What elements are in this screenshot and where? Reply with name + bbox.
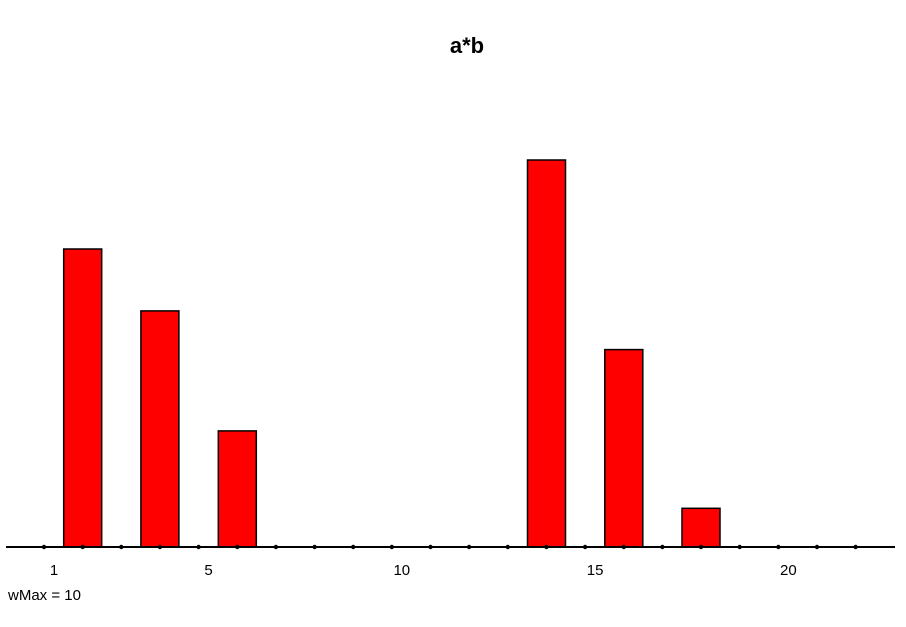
bar-14 [526, 159, 567, 548]
axis-tick-dot [351, 544, 356, 550]
axis-tick-dot [80, 544, 85, 550]
axis-tick-dot [582, 544, 588, 550]
axis-tick-dot [544, 544, 549, 550]
bar-18 [681, 507, 721, 548]
axis-tick-dot [41, 544, 47, 550]
axis-tick-dot [776, 544, 781, 550]
axis-tick-dot [466, 544, 472, 550]
axis-tick-dot [119, 544, 124, 550]
axis-tick-dot [273, 544, 279, 550]
bars-group [62, 159, 721, 548]
x-tick-labels: 1 5 10 15 20 [50, 562, 797, 579]
axis-tick-marks [41, 544, 858, 550]
axis-tick-dot [814, 544, 820, 550]
x-tick-label: 15 [587, 562, 604, 579]
axis-tick-dot [737, 544, 742, 550]
axis-tick-dot [157, 544, 163, 550]
axis-tick-dot [235, 544, 240, 550]
axis-tick-dot [196, 544, 201, 550]
axis-tick-dot [428, 544, 433, 550]
axis-tick-dot [853, 544, 858, 550]
axis-tick-dot [660, 544, 665, 550]
axis-tick-dot [698, 544, 704, 550]
bar-16 [604, 348, 644, 548]
wmax-annotation: wMax = 10 [7, 587, 81, 604]
axis-tick-dot [312, 544, 317, 550]
bar-2 [62, 248, 103, 548]
x-tick-label: 1 [50, 562, 58, 579]
bar-4 [140, 310, 180, 548]
axis-tick-dot [505, 544, 510, 550]
axis-tick-dot [389, 544, 394, 550]
chart-title: a*b [450, 33, 484, 58]
x-tick-label: 20 [780, 562, 797, 579]
x-tick-label: 10 [393, 562, 410, 579]
axis-tick-dot [621, 544, 626, 550]
x-tick-label: 5 [204, 562, 212, 579]
bar-6 [217, 430, 258, 548]
